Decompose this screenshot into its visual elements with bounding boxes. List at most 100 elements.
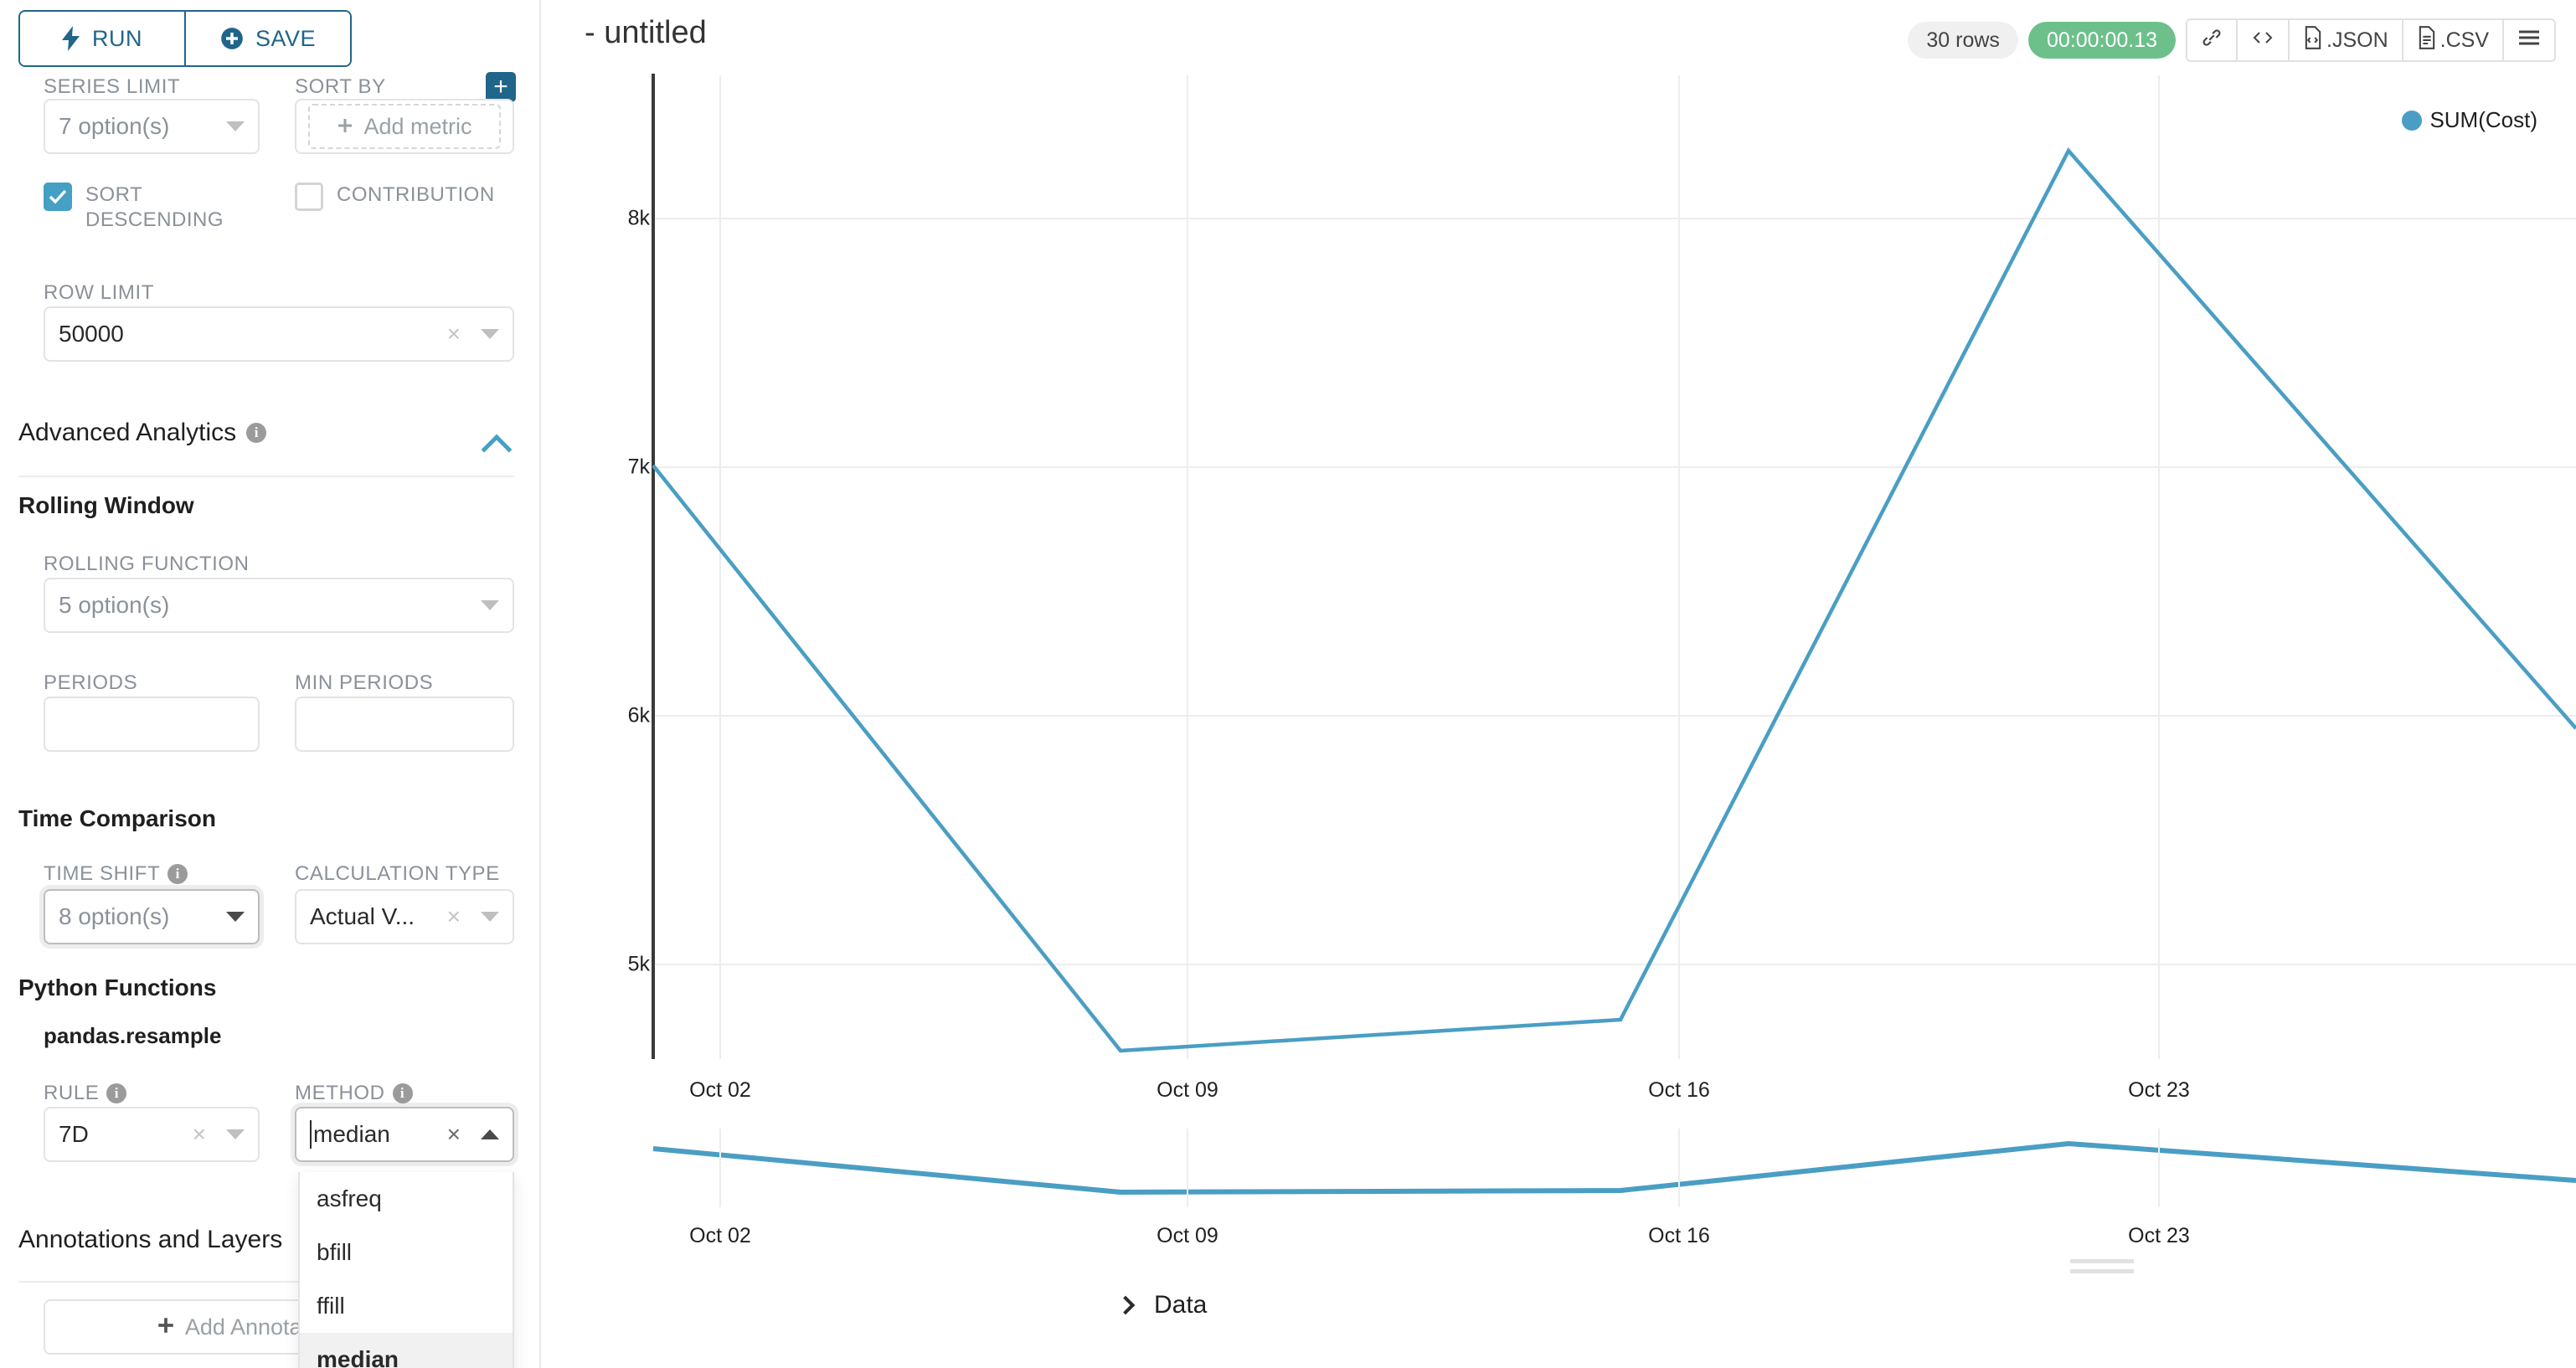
row-count-badge: 30 rows: [1908, 22, 2018, 59]
contribution-checkbox[interactable]: [295, 183, 323, 211]
legend-color-swatch: [2402, 110, 2423, 131]
add-sort-metric-button[interactable]: +: [486, 72, 516, 102]
chevron-down-icon: [481, 600, 499, 610]
link-icon-button[interactable]: [2187, 20, 2239, 60]
add-metric-inner: Add metric: [308, 104, 501, 149]
row-limit-label: ROW LIMIT: [44, 281, 155, 304]
run-button[interactable]: RUN: [20, 12, 186, 65]
clear-icon[interactable]: ×: [192, 1121, 206, 1147]
info-icon[interactable]: i: [167, 864, 188, 884]
info-icon[interactable]: i: [392, 1083, 413, 1103]
csv-export-button[interactable]: .CSV: [2403, 20, 2504, 60]
series-limit-value: 7 option(s): [59, 113, 170, 139]
method-value: median: [313, 1121, 390, 1147]
text-cursor: [310, 1120, 312, 1149]
header-actions: 30 rows 00:00:00.13: [1908, 18, 2556, 62]
pandas-resample-subtitle: pandas.resample: [44, 1023, 222, 1048]
rule-select[interactable]: 7D ×: [44, 1107, 260, 1162]
link-icon: [2201, 27, 2223, 54]
method-dropdown-menu: asfreq bfill ffill median: [298, 1172, 514, 1368]
method-option-ffill[interactable]: ffill: [317, 1293, 345, 1319]
sort-descending-checkbox-row[interactable]: SORT DESCENDING: [44, 183, 261, 233]
code-icon: [2251, 28, 2275, 54]
run-button-label: RUN: [92, 25, 142, 51]
resize-handle-line: [2070, 1269, 2134, 1273]
y-gridlines: [653, 218, 2576, 965]
chevron-up-icon[interactable]: [481, 1129, 499, 1139]
calculation-type-select[interactable]: Actual V... ×: [295, 889, 514, 944]
chevron-right-icon: [1115, 1295, 1136, 1315]
brush-x-tick-oct-09: Oct 09: [1157, 1224, 1218, 1247]
save-button[interactable]: SAVE: [186, 12, 350, 65]
periods-label: PERIODS: [44, 671, 138, 694]
brush-x-tick-oct-16: Oct 16: [1648, 1224, 1710, 1247]
method-select[interactable]: median ×: [295, 1107, 514, 1162]
hamburger-menu-icon: [2517, 28, 2541, 53]
page-title[interactable]: - untitled: [585, 15, 707, 50]
time-comparison-title: Time Comparison: [18, 805, 216, 831]
resize-handle-line: [2070, 1259, 2134, 1263]
control-panel-sidebar: RUN SAVE SERIES LIMIT 7 option(s) SORT B…: [0, 0, 541, 1368]
info-icon[interactable]: i: [106, 1083, 127, 1103]
plus-icon: [157, 1314, 175, 1340]
sort-by-add-metric-dropzone[interactable]: Add metric: [295, 99, 514, 154]
clear-icon[interactable]: ×: [446, 321, 461, 347]
chart-legend[interactable]: SUM(Cost): [2402, 107, 2537, 133]
info-icon[interactable]: i: [246, 423, 267, 443]
x-tick-oct-09: Oct 09: [1157, 1078, 1218, 1102]
y-axis-ticks: 8k 7k 6k 5k: [583, 0, 650, 1368]
more-menu-button[interactable]: [2504, 20, 2554, 60]
annotations-header[interactable]: Annotations and Layers: [18, 1226, 282, 1254]
clear-icon[interactable]: ×: [446, 1121, 461, 1147]
data-section-toggle[interactable]: Data: [1115, 1291, 1208, 1319]
method-option-asfreq[interactable]: asfreq: [317, 1185, 382, 1211]
x-tick-oct-02: Oct 02: [689, 1078, 751, 1102]
export-button-group: .JSON .CSV: [2186, 18, 2556, 62]
advanced-analytics-title: Advanced Analytics: [18, 419, 237, 446]
rolling-function-select[interactable]: 5 option(s): [44, 578, 514, 633]
y-tick-7k: 7k: [627, 455, 650, 479]
time-shift-select[interactable]: 8 option(s): [44, 889, 260, 944]
sort-descending-label: SORT DESCENDING: [85, 183, 224, 231]
time-shift-label: TIME SHIFT: [44, 862, 161, 885]
periods-input[interactable]: [44, 697, 260, 752]
time-shift-value: 8 option(s): [59, 903, 170, 929]
sort-by-label: SORT BY: [295, 75, 386, 98]
code-icon-button[interactable]: [2238, 20, 2290, 60]
x-gridlines: [719, 75, 2160, 1059]
row-limit-select[interactable]: 50000 ×: [44, 306, 514, 362]
y-tick-8k: 8k: [627, 206, 650, 230]
chevron-down-icon: [226, 1129, 245, 1139]
chevron-down-icon: [481, 912, 499, 922]
advanced-analytics-header[interactable]: Advanced Analytics i: [18, 419, 267, 447]
json-file-icon: [2303, 25, 2323, 55]
rolling-function-label: ROLLING FUNCTION: [44, 553, 250, 575]
calculation-type-label: CALCULATION TYPE: [295, 862, 500, 885]
x-tick-oct-16: Oct 16: [1648, 1078, 1710, 1102]
row-limit-value: 50000: [59, 321, 124, 347]
json-export-button[interactable]: .JSON: [2290, 20, 2403, 60]
min-periods-label: MIN PERIODS: [295, 671, 434, 694]
rolling-function-value: 5 option(s): [59, 592, 170, 618]
contribution-checkbox-row[interactable]: CONTRIBUTION: [295, 183, 495, 211]
rule-label: RULE: [44, 1082, 100, 1104]
collapse-chevron-up-icon[interactable]: [481, 434, 513, 465]
bolt-icon: [62, 26, 80, 51]
method-option-bfill[interactable]: bfill: [317, 1239, 353, 1265]
section-divider: [18, 476, 514, 477]
data-section-label: Data: [1154, 1291, 1208, 1319]
rolling-window-title: Rolling Window: [18, 492, 194, 518]
method-label-group: METHOD i: [295, 1082, 413, 1105]
x-tick-oct-23: Oct 23: [2128, 1078, 2190, 1102]
resize-handle[interactable]: [2070, 1259, 2134, 1279]
method-option-median[interactable]: median: [300, 1333, 513, 1368]
min-periods-input[interactable]: [295, 697, 514, 752]
series-limit-select[interactable]: 7 option(s): [44, 99, 260, 154]
calculation-type-value: Actual V...: [310, 903, 415, 929]
run-save-button-group: RUN SAVE: [18, 10, 352, 67]
brush-x-tick-oct-02: Oct 02: [689, 1224, 751, 1247]
chevron-down-icon: [226, 121, 245, 131]
sort-descending-checkbox[interactable]: [44, 183, 72, 211]
clear-icon[interactable]: ×: [446, 903, 461, 929]
